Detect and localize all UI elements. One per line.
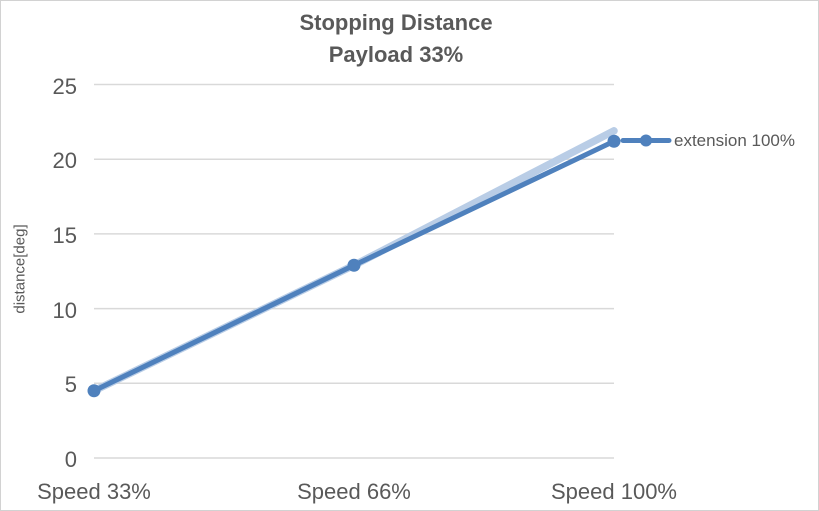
- series-1-marker-0: [87, 384, 101, 398]
- x-category-label-1: Speed 66%: [297, 479, 411, 504]
- chart-title-line1: Stopping Distance: [299, 10, 493, 35]
- y-tick-label-25: 25: [52, 73, 77, 99]
- legend-entry-label: extension 100%: [674, 131, 795, 150]
- chart-title-line2: Payload 33%: [328, 42, 464, 67]
- y-tick-label-15: 15: [52, 222, 77, 248]
- series-1-marker-2: [607, 134, 621, 148]
- chart-title: Stopping Distance Payload 33%: [1, 7, 791, 71]
- series-1-marker-1: [347, 258, 361, 272]
- x-category-label-2: Speed 100%: [551, 479, 677, 504]
- y-tick-label-5: 5: [64, 372, 77, 398]
- y-tick-label-0: 0: [64, 447, 77, 472]
- legend-marker-symbol: [640, 134, 652, 147]
- y-tick-label-20: 20: [52, 148, 77, 174]
- y-tick-label-10: 10: [52, 297, 77, 323]
- x-category-label-0: Speed 33%: [37, 479, 151, 504]
